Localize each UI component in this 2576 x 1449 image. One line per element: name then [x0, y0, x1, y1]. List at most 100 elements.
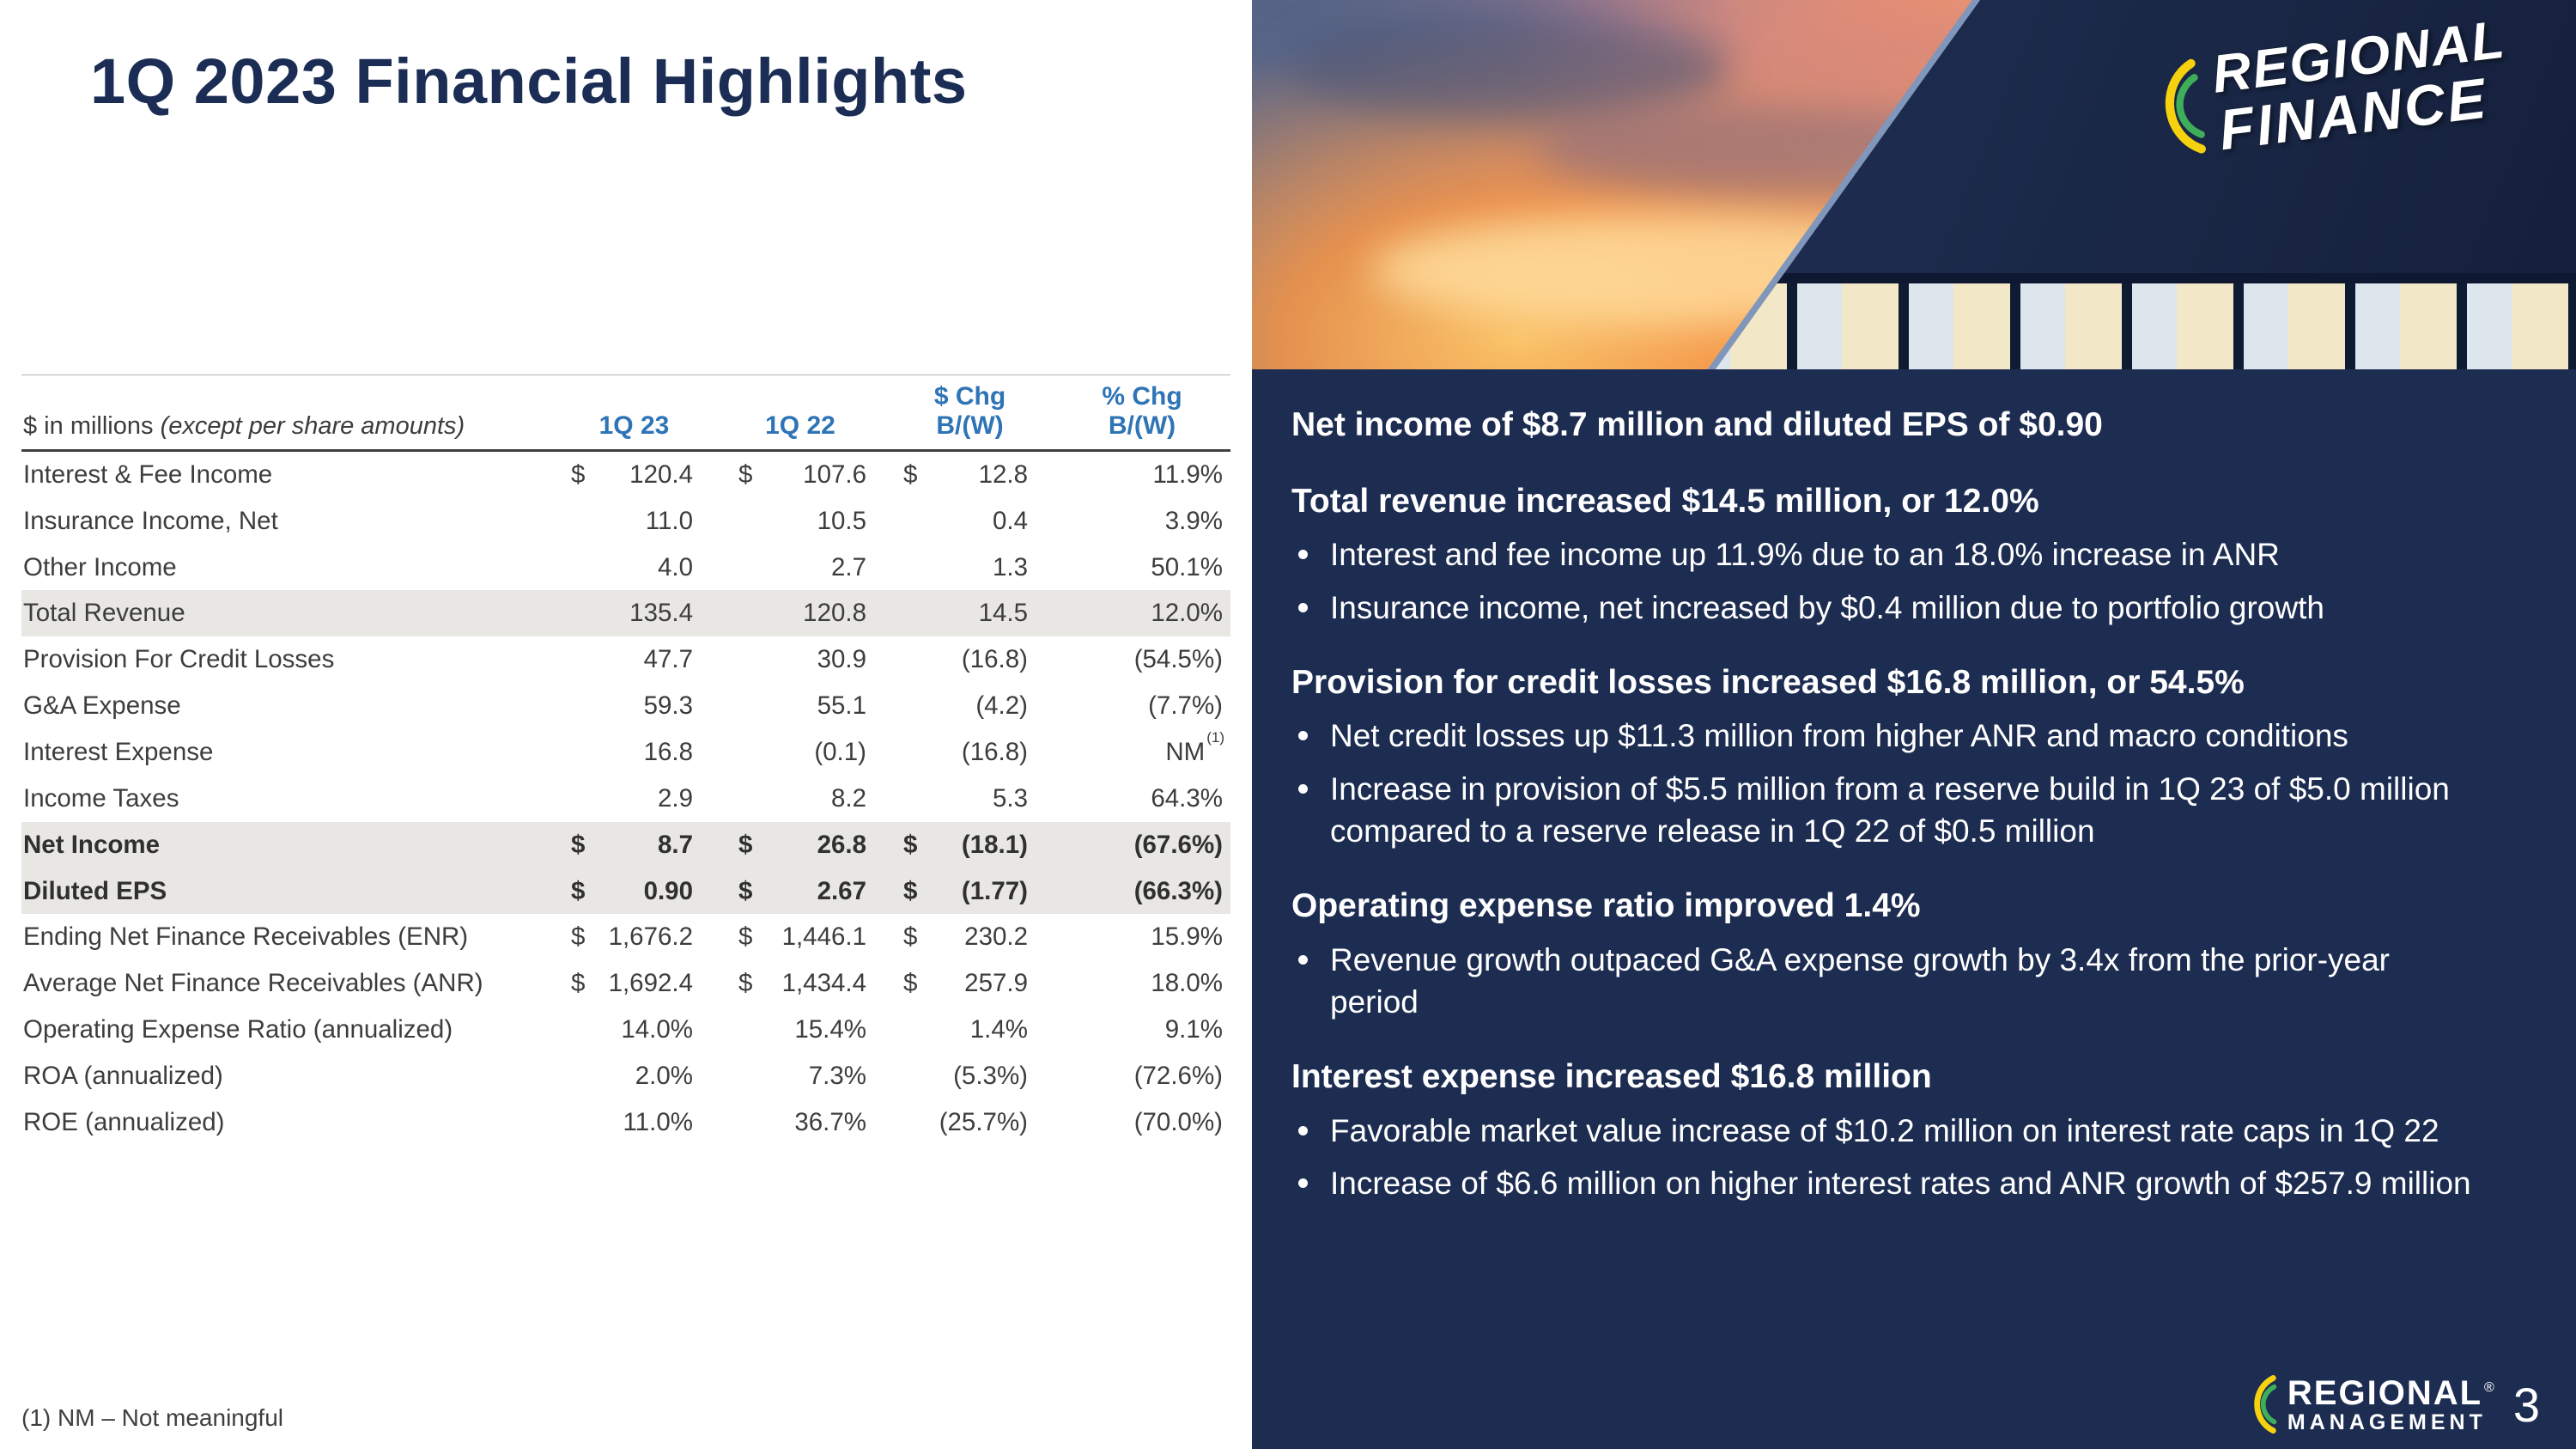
- cell-1q23: 2.0%: [635, 1061, 693, 1090]
- cell-percent-change: 15.9%: [1151, 922, 1223, 952]
- cell-percent-change: (67.6%): [1054, 821, 1230, 868]
- bullet-text: Increase of $6.6 million on higher inter…: [1330, 1166, 2471, 1202]
- page-title: 1Q 2023 Financial Highlights: [90, 46, 968, 117]
- bullet-text: Interest and fee income up 11.9% due to …: [1330, 537, 2280, 573]
- section-heading: Interest expense increased $16.8 million: [1291, 1058, 1932, 1096]
- cell-1q22: 8.2: [830, 783, 866, 813]
- cell-1q23: 11.0: [645, 506, 693, 535]
- table-row: Operating Expense Ratio (annualized) 14.…: [21, 1007, 1230, 1053]
- table-row: ROA (annualized) 2.0% 7.3% (5.3%) (72.6%…: [21, 1053, 1230, 1099]
- cell-1q22: $1,434.4: [738, 969, 866, 998]
- bullet-text: Net credit losses up $11.3 million from …: [1330, 718, 2348, 754]
- section-heading: Operating expense ratio improved 1.4%: [1291, 887, 1921, 925]
- row-label: Average Net Finance Receivables (ANR): [23, 969, 483, 998]
- cell-percent-change: 18.0%: [1151, 969, 1223, 998]
- logo-swoosh-icon: [2254, 1375, 2277, 1434]
- bullet-item: Net credit losses up $11.3 million from …: [1291, 715, 2524, 757]
- financial-table: $ in millions (except per share amounts)…: [21, 374, 1230, 1146]
- cell-1q22: 55.1: [817, 691, 866, 721]
- cell-1q22: $2.67: [714, 868, 886, 915]
- bullet-text: Increase in provision of $5.5 million fr…: [1330, 770, 2450, 849]
- table-row: Diluted EPS $0.90 $2.67 $ (1.77) (66.3%): [21, 868, 1230, 915]
- cell-dollar-change: 1.3: [992, 552, 1028, 581]
- bullet-icon: [1298, 1178, 1308, 1189]
- row-label: Diluted EPS: [21, 868, 554, 915]
- section-heading: Provision for credit losses increased $1…: [1291, 663, 2245, 701]
- cell-percent-change: 9.1%: [1164, 1015, 1223, 1044]
- row-label: Interest & Fee Income: [23, 460, 273, 489]
- panel-footer: REGIONAL ® MANAGEMENT 3: [2250, 1375, 2540, 1434]
- cell-percent-change: 50.1%: [1151, 552, 1223, 581]
- cell-percent-change: (70.0%): [1133, 1107, 1223, 1136]
- cell-percent-change: 12.0%: [1054, 590, 1230, 637]
- cell-1q23: 47.7: [643, 645, 693, 674]
- cell-1q22: 10.5: [817, 506, 866, 535]
- regional-management-logo: REGIONAL ® MANAGEMENT: [2250, 1375, 2496, 1434]
- table-row: Average Net Finance Receivables (ANR) $1…: [21, 960, 1230, 1007]
- row-label: Provision For Credit Losses: [23, 645, 335, 674]
- cell-1q23: 16.8: [643, 737, 693, 766]
- cell-1q22: 30.9: [817, 645, 866, 674]
- header-percent-change: % Chg B/(W): [1054, 374, 1230, 452]
- store-building: REGIONAL FINANCE: [1715, 0, 2576, 369]
- table-row: Ending Net Finance Receivables (ENR) $1,…: [21, 914, 1230, 960]
- bullet-icon: [1298, 1125, 1308, 1135]
- table-row: Interest Expense 16.8 (0.1) (16.8) NM(1): [21, 729, 1230, 776]
- cell-dollar-change: 1.4%: [969, 1015, 1028, 1044]
- row-label: Insurance Income, Net: [23, 506, 278, 535]
- commentary-panel: Net income of $8.7 million and diluted E…: [1252, 369, 2576, 1449]
- cell-1q23: 4.0: [657, 552, 693, 581]
- cell-1q22: 120.8: [714, 590, 886, 637]
- row-label: G&A Expense: [23, 691, 181, 721]
- bullet-icon: [1298, 550, 1308, 560]
- registered-mark: ®: [2484, 1380, 2496, 1396]
- commentary-section: Interest expense increased $16.8 million…: [1291, 1056, 2524, 1204]
- cell-dollar-change: (16.8): [961, 737, 1028, 766]
- cell-1q23: $1,692.4: [571, 969, 693, 998]
- cell-1q22: 2.7: [830, 552, 866, 581]
- row-label: Income Taxes: [23, 783, 179, 813]
- cell-dollar-change: (5.3%): [953, 1061, 1028, 1090]
- logo-text: REGIONAL ® MANAGEMENT: [2287, 1373, 2496, 1434]
- cell-1q23: 14.0%: [621, 1015, 693, 1044]
- row-label: Total Revenue: [21, 590, 554, 637]
- table-row: G&A Expense 59.3 55.1 (4.2) (7.7%): [21, 683, 1230, 729]
- cell-1q22: $1,446.1: [738, 922, 866, 952]
- commentary-section: Provision for credit losses increased $1…: [1291, 661, 2524, 852]
- cell-1q23: 59.3: [643, 691, 693, 721]
- table-row: ROE (annualized) 11.0% 36.7% (25.7%) (70…: [21, 1099, 1230, 1146]
- right-panel: REGIONAL FINANCE Net income of $8.7 mill…: [1252, 0, 2576, 1449]
- cell-percent-change: (72.6%): [1133, 1061, 1223, 1090]
- cell-1q22: 7.3%: [808, 1061, 866, 1090]
- cell-dollar-change: (4.2): [975, 691, 1028, 721]
- header-1q22: 1Q 22: [714, 374, 886, 452]
- page-number: 3: [2512, 1377, 2540, 1432]
- row-label: Operating Expense Ratio (annualized): [23, 1015, 453, 1044]
- commentary-section: Net income of $8.7 million and diluted E…: [1291, 404, 2524, 447]
- table-row: Insurance Income, Net 11.0 10.5 0.4 3.9%: [21, 498, 1230, 545]
- bullet-text: Favorable market value increase of $10.2…: [1330, 1112, 2439, 1148]
- cell-1q22: $107.6: [738, 460, 866, 489]
- table-row: Income Taxes 2.9 8.2 5.3 64.3%: [21, 776, 1230, 822]
- cell-1q23: $120.4: [571, 460, 693, 489]
- bullet-text: Revenue growth outpaced G&A expense grow…: [1330, 941, 2391, 1020]
- left-panel: 1Q 2023 Financial Highlights $ in millio…: [0, 0, 1252, 1449]
- financial-table-body: Interest & Fee Income $120.4 $107.6 $12.…: [21, 450, 1230, 1145]
- cell-1q22: $26.8: [714, 821, 886, 868]
- header-1q23: 1Q 23: [554, 374, 714, 452]
- cell-percent-change: (54.5%): [1133, 645, 1223, 674]
- row-label: Interest Expense: [23, 737, 214, 766]
- row-label: Other Income: [23, 552, 177, 581]
- cell-percent-change: (7.7%): [1148, 691, 1223, 721]
- cell-1q22: 36.7%: [794, 1107, 866, 1136]
- table-row: Net Income $8.7 $26.8 $ (18.1) (67.6%): [21, 821, 1230, 868]
- table-row: Total Revenue 135.4 120.8 14.5 12.0%: [21, 590, 1230, 637]
- commentary-section: Operating expense ratio improved 1.4% Re…: [1291, 885, 2524, 1023]
- row-label: ROA (annualized): [23, 1061, 223, 1090]
- bullet-item: Favorable market value increase of $10.2…: [1291, 1110, 2524, 1152]
- cell-percent-change: 11.9%: [1152, 460, 1223, 489]
- cell-dollar-change: 5.3: [992, 783, 1028, 813]
- cell-1q23: $1,676.2: [571, 922, 693, 952]
- bullet-item: Insurance income, net increased by $0.4 …: [1291, 587, 2524, 629]
